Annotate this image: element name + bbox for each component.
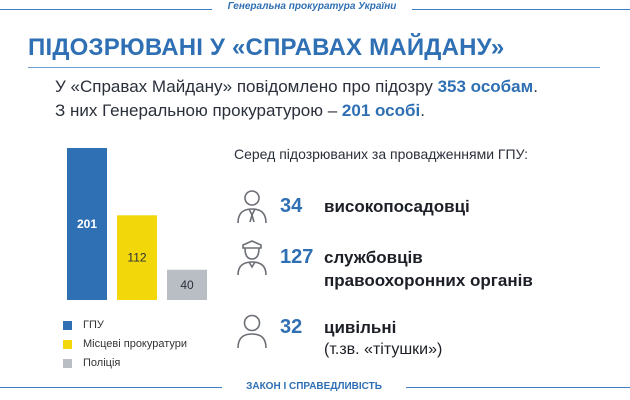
total-suspects: 353 особам xyxy=(437,77,534,96)
lead-line-2-end: . xyxy=(420,101,425,120)
legend-swatch-police xyxy=(63,359,72,368)
lead-line-2: З них Генеральною прокуратурою – 201 осо… xyxy=(55,100,425,122)
breakdown-civilians: 32 цивільні (т.зв. «тітушки») xyxy=(232,308,612,360)
legend-label-gpu: ГПУ xyxy=(83,319,104,331)
police-officer-icon xyxy=(232,236,272,276)
civilians-label: цивільні xyxy=(324,318,397,337)
lead-line-1: У «Справах Майдану» повідомлено про підо… xyxy=(55,76,538,98)
page-title: ПІДОЗРЮВАНІ У «СПРАВАХ МАЙДАНУ» xyxy=(28,34,505,61)
breakdown-law-enforcement: 127 службовців правоохоронних органів xyxy=(232,236,612,290)
bar-value-police: 40 xyxy=(180,278,194,292)
legend-swatch-gpu xyxy=(63,321,72,330)
legend-swatch-local xyxy=(63,340,72,349)
official-icon xyxy=(232,185,272,225)
civilians-count: 32 xyxy=(280,316,303,338)
bar-value-gpu: 201 xyxy=(77,217,97,231)
officials-count: 34 xyxy=(280,195,303,217)
law-enforcement-label-1: службовців xyxy=(324,248,423,267)
civilian-icon xyxy=(232,310,272,350)
title-underline xyxy=(28,67,600,68)
bar-value-local: 112 xyxy=(127,251,146,265)
bar-chart-svg: 201 112 40 xyxy=(67,148,207,300)
bar-local xyxy=(117,215,157,300)
legend-label-police: Поліція xyxy=(83,357,121,369)
lead-line-1-text: У «Справах Майдану» повідомлено про підо… xyxy=(55,77,438,96)
bar-police xyxy=(167,269,207,300)
civilians-sublabel: (т.зв. «тітушки») xyxy=(324,341,443,358)
law-enforcement-count: 127 xyxy=(280,246,314,268)
footer-motto: ЗАКОН І СПРАВЕДЛИВІСТЬ xyxy=(222,380,406,394)
bar-chart: 201 112 40 xyxy=(55,130,230,310)
lead-line-2-text: З них Генеральною прокуратурою – xyxy=(55,101,342,120)
lead-line-1-end: . xyxy=(533,77,538,96)
officials-label: високопосадовці xyxy=(324,197,470,216)
law-enforcement-label-2: правоохоронних органів xyxy=(324,271,533,290)
breakdown-heading: Серед підозрюваних за провадженнями ГПУ: xyxy=(234,146,529,162)
gpu-suspects: 201 особі xyxy=(341,101,421,120)
bar-gpu xyxy=(67,148,107,300)
legend-label-local: Місцеві прокуратури xyxy=(83,338,188,350)
breakdown-officials: 34 високопосадовці xyxy=(232,185,612,229)
organization-name: Генеральна прокуратура України xyxy=(212,0,412,14)
